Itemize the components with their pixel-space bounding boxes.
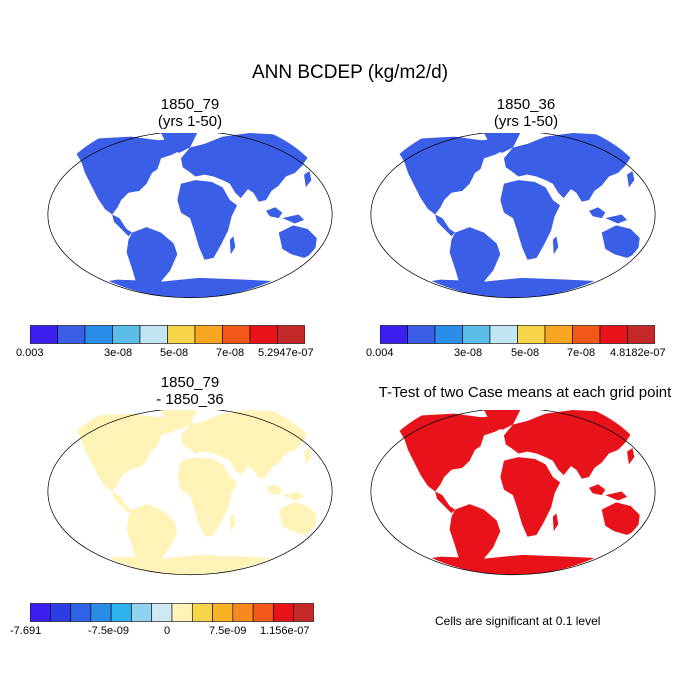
panel1-title: 1850_79 (yrs 1-50) [40, 96, 340, 130]
panel3-colorbar [30, 603, 314, 622]
colorbar-swatch [70, 603, 92, 622]
panel2-title-line2: (yrs 1-50) [493, 113, 559, 130]
colorbar-swatch [252, 603, 274, 622]
panel1-colorbar [30, 325, 305, 344]
cb1-label-3: 7e-08 [216, 347, 245, 359]
panel3-title: 1850_79 - 1850_36 [40, 374, 340, 408]
cb2-label-3: 7e-08 [567, 347, 596, 359]
cb3-label-3: 7.5e-09 [209, 625, 247, 637]
panel3-title-line1: 1850_79 [160, 374, 220, 391]
colorbar-swatch [57, 325, 86, 344]
panel3-title-line2: - 1850_36 [156, 391, 224, 408]
colorbar-swatch [167, 325, 196, 344]
colorbar-swatch [191, 603, 213, 622]
colorbar-swatch [139, 325, 168, 344]
panel4-map [370, 410, 656, 576]
cb3-label-1: -7.5e-09 [88, 625, 129, 637]
cb1-label-1: 3e-08 [104, 347, 133, 359]
colorbar-swatch [434, 325, 463, 344]
significance-note: Cells are significant at 0.1 level [435, 614, 601, 628]
colorbar-swatch [171, 603, 193, 622]
figure-title: ANN BCDEP (kg/m2/d) [251, 62, 449, 83]
colorbar-swatch [407, 325, 436, 344]
colorbar-swatch [489, 325, 518, 344]
colorbar-swatch [212, 603, 234, 622]
panel1-map [47, 133, 333, 299]
panel2-title: 1850_36 (yrs 1-50) [376, 96, 676, 130]
colorbar-swatch [84, 325, 113, 344]
colorbar-swatch [544, 325, 573, 344]
colorbar-swatch [151, 603, 173, 622]
cb1-label-4: 5.2947e-07 [258, 347, 314, 359]
panel3-map [47, 410, 333, 576]
panel1-title-line2: (yrs 1-50) [157, 113, 223, 130]
colorbar-swatch [517, 325, 546, 344]
panel4-title: T-Test of two Case means at each grid po… [378, 384, 672, 401]
colorbar-swatch [30, 325, 58, 344]
colorbar-swatch [30, 603, 51, 622]
colorbar-swatch [599, 325, 628, 344]
colorbar-swatch [380, 325, 408, 344]
cb2-label-0: 0.004 [366, 347, 394, 359]
panel2-colorbar [380, 325, 655, 344]
colorbar-swatch [112, 325, 141, 344]
cb3-label-0: -7.691 [10, 625, 42, 637]
colorbar-swatch [232, 603, 254, 622]
colorbar-swatch [462, 325, 491, 344]
cb3-label-4: 1.156e-07 [260, 625, 310, 637]
colorbar-swatch [194, 325, 223, 344]
colorbar-swatch [293, 603, 314, 622]
colorbar-swatch [49, 603, 71, 622]
cb1-label-0: 0.003 [16, 347, 44, 359]
colorbar-swatch [627, 325, 655, 344]
colorbar-swatch [249, 325, 278, 344]
panel2-map [370, 133, 656, 299]
colorbar-swatch [131, 603, 153, 622]
panel1-title-line1: 1850_79 [160, 96, 220, 113]
cb1-label-2: 5e-08 [160, 347, 189, 359]
colorbar-swatch [222, 325, 251, 344]
colorbar-swatch [572, 325, 601, 344]
cb2-label-4: 4.8182e-07 [610, 347, 666, 359]
panel2-title-line1: 1850_36 [496, 96, 556, 113]
colorbar-swatch [110, 603, 132, 622]
colorbar-swatch [90, 603, 112, 622]
colorbar-swatch [273, 603, 295, 622]
cb3-label-2: 0 [164, 625, 171, 637]
cb2-label-2: 5e-08 [511, 347, 540, 359]
colorbar-swatch [277, 325, 305, 344]
cb2-label-1: 3e-08 [454, 347, 483, 359]
